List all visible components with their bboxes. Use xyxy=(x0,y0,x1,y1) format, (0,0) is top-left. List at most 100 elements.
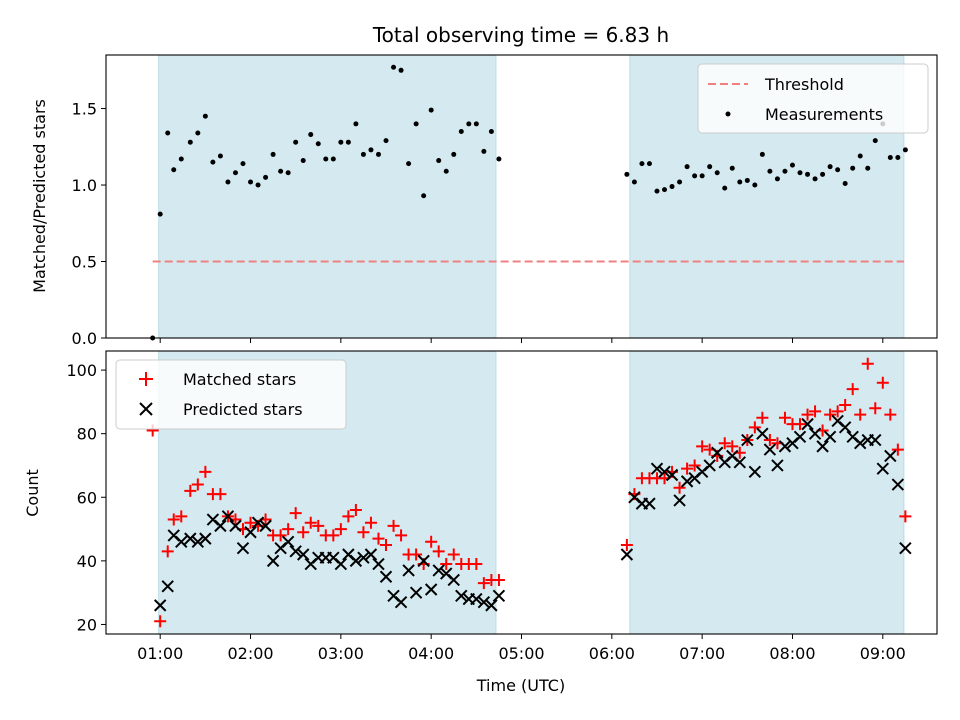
matched-star-point xyxy=(289,507,302,520)
measurements-legend-label: Measurements xyxy=(765,105,883,124)
measurement-point xyxy=(391,64,397,70)
ratio-panel: 0.0 0.5 1.0 1.5 Matched/Predicted stars Thr… xyxy=(30,54,938,348)
measurement-point xyxy=(835,167,841,173)
measurement-point xyxy=(895,154,901,160)
predicted-star-point xyxy=(884,449,897,463)
measurement-point xyxy=(902,147,908,153)
measurement-point xyxy=(428,107,434,113)
predicted-star-point xyxy=(409,586,423,599)
matched-star-point xyxy=(425,535,438,548)
ratio-y-ticks: 0.0 0.5 1.0 1.5 xyxy=(72,100,106,348)
measurement-point xyxy=(797,170,803,176)
matched-star-point xyxy=(718,437,731,450)
predicted-star-point xyxy=(221,510,235,523)
measurement-point xyxy=(865,165,871,171)
predicted-legend-label: Predicted stars xyxy=(183,400,303,419)
matched-star-point xyxy=(794,418,807,431)
measurement-point xyxy=(178,156,184,162)
matched-star-point xyxy=(244,516,257,529)
measurement-point xyxy=(285,170,291,176)
ratio-legend: Threshold Measurements xyxy=(697,63,929,134)
matched-star-point xyxy=(470,558,483,571)
matched-star-point xyxy=(327,529,340,542)
matched-star-point xyxy=(175,510,188,523)
matched-star-point xyxy=(440,558,453,571)
matched-star-point xyxy=(410,548,423,561)
matched-star-point xyxy=(824,408,837,421)
matched-star-point xyxy=(395,529,408,542)
measurement-point xyxy=(315,141,321,147)
measurement-point xyxy=(872,138,878,144)
matched-star-point xyxy=(778,411,791,424)
matched-star-point xyxy=(696,440,709,453)
predicted-star-point xyxy=(289,545,302,558)
y-tick-label: 0.5 xyxy=(72,253,97,272)
predicted-star-point xyxy=(191,535,205,548)
measurement-point xyxy=(165,130,171,136)
measurement-point xyxy=(759,151,765,157)
measurement-point xyxy=(699,173,705,179)
measurement-point xyxy=(210,159,216,165)
y-tick-label: 80 xyxy=(77,425,97,444)
measurement-point xyxy=(232,170,238,176)
predicted-star-point xyxy=(838,421,852,434)
measurement-point xyxy=(662,187,668,193)
measurement-point xyxy=(624,171,630,177)
measurement-point xyxy=(857,153,863,159)
predicted-star-point xyxy=(470,592,483,606)
measurement-point xyxy=(782,168,788,174)
ratio-x-ticks xyxy=(159,338,884,343)
measurement-point xyxy=(812,176,818,182)
matched-star-point xyxy=(726,440,739,453)
predicted-star-point xyxy=(447,573,460,587)
x-tick-label: 06:00 xyxy=(589,644,635,663)
predicted-legend-swatch xyxy=(139,402,153,416)
predicted-star-point xyxy=(643,497,656,510)
predicted-star-point xyxy=(424,583,438,596)
x-tick-label: 05:00 xyxy=(498,644,544,663)
matched-star-point xyxy=(763,434,776,447)
matched-star-point xyxy=(191,478,204,491)
predicted-star-point xyxy=(153,599,167,612)
y-tick-label: 40 xyxy=(77,552,97,571)
matched-star-point xyxy=(161,545,174,558)
measurement-point xyxy=(187,139,193,145)
predicted-star-point xyxy=(161,580,174,593)
count-x-ticks: 01:00 02:00 03:00 04:00 05:00 06:00 07:00 08:00… xyxy=(137,634,906,663)
x-tick-label: 01:00 xyxy=(137,644,183,663)
measurement-point xyxy=(270,151,276,157)
matched-star-point xyxy=(357,526,370,539)
matched-star-point xyxy=(432,545,445,558)
threshold-legend-label: Threshold xyxy=(764,75,844,94)
matched-star-point xyxy=(364,516,377,529)
measurement-point xyxy=(353,121,359,127)
measurement-point xyxy=(413,121,419,127)
measurement-point xyxy=(481,148,487,154)
predicted-star-point xyxy=(665,468,679,482)
predicted-star-point xyxy=(756,427,769,440)
predicted-star-point xyxy=(801,417,814,431)
measurement-point xyxy=(473,121,479,127)
predicted-star-point xyxy=(297,548,310,561)
predicted-star-point xyxy=(214,519,227,533)
predicted-star-point xyxy=(394,595,408,609)
predicted-star-point xyxy=(259,519,272,533)
measurement-point xyxy=(293,139,299,145)
predicted-star-point xyxy=(808,427,822,440)
predicted-star-point xyxy=(650,462,664,475)
measurement-point xyxy=(707,164,713,170)
measurement-point xyxy=(684,164,690,170)
ratio-legend-box xyxy=(697,63,929,134)
measurement-point xyxy=(466,121,472,127)
measurement-point xyxy=(744,177,750,183)
matched-star-point xyxy=(846,383,859,396)
matched-star-point xyxy=(349,503,362,516)
matched-star-point xyxy=(809,405,822,418)
measurement-point xyxy=(323,156,329,162)
matched-star-point xyxy=(334,523,347,536)
matched-star-point xyxy=(831,405,844,418)
predicted-star-point xyxy=(492,589,506,603)
x-tick-label: 02:00 xyxy=(227,644,273,663)
predicted-star-point xyxy=(229,519,242,533)
